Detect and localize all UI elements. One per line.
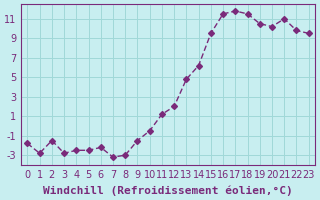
X-axis label: Windchill (Refroidissement éolien,°C): Windchill (Refroidissement éolien,°C) — [43, 185, 293, 196]
